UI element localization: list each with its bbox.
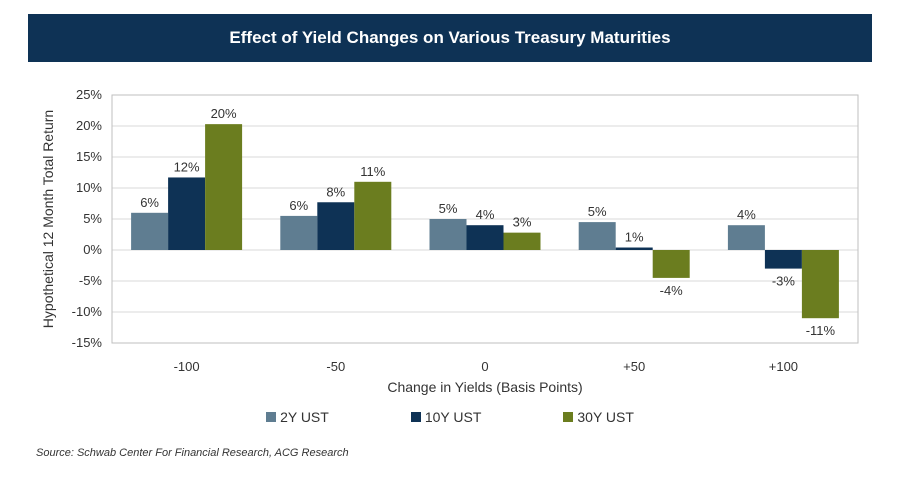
bar-30y-ust: [354, 181, 392, 250]
y-tick-label: 10%: [76, 180, 102, 195]
bar-30y-ust: [652, 250, 690, 278]
data-label: 6%: [289, 198, 308, 213]
x-tick-label: -100: [174, 359, 200, 374]
legend-swatch: [563, 412, 574, 422]
legend-swatch: [266, 412, 277, 422]
x-tick-label: -50: [326, 359, 345, 374]
bar-30y-ust: [801, 250, 839, 319]
y-tick-label: 25%: [76, 87, 102, 102]
legend-label: 10Y UST: [424, 409, 482, 425]
x-tick-label: +50: [623, 359, 645, 374]
data-label: -11%: [806, 323, 836, 338]
y-tick-label: 15%: [76, 149, 102, 164]
x-tick-label: +100: [769, 359, 798, 374]
y-tick-label: 5%: [83, 211, 102, 226]
legend-item: 2Y UST: [266, 409, 329, 425]
plot-area: [111, 94, 859, 344]
legend-item: 30Y UST: [563, 409, 634, 425]
bar-2y-ust: [578, 222, 616, 250]
data-label: 6%: [140, 195, 159, 210]
x-tick-label: 0: [481, 359, 488, 374]
data-label: 12%: [174, 159, 200, 174]
bar-2y-ust: [131, 212, 169, 250]
y-tick-label: -5%: [79, 273, 103, 288]
bar-10y-ust: [615, 247, 653, 250]
data-label: 1%: [625, 230, 644, 245]
x-axis-title: Change in Yields (Basis Points): [387, 379, 582, 395]
data-label: 4%: [476, 207, 495, 222]
legend-label: 30Y UST: [577, 409, 634, 425]
data-label: 11%: [360, 164, 385, 179]
bar-10y-ust: [168, 177, 206, 250]
bar-10y-ust: [764, 250, 802, 269]
legend-item: 10Y UST: [410, 409, 482, 425]
legend-swatch: [410, 412, 421, 422]
source-note: Source: Schwab Center For Financial Rese…: [36, 447, 349, 459]
y-axis-title: Hypothetical 12 Month Total Return: [40, 110, 56, 328]
bar-30y-ust: [503, 232, 541, 250]
legend-label: 2Y UST: [280, 409, 329, 425]
bar-chart: 25% 20% 15% 10% 5% 0% -5% -10% -15% 6% 6% 5% 5% 4% 12%…: [40, 87, 859, 395]
bar-30y-ust: [205, 124, 243, 250]
bar-10y-ust: [317, 202, 355, 250]
data-label: 5%: [588, 204, 607, 219]
bar-2y-ust: [429, 219, 467, 250]
bar-2y-ust: [280, 215, 318, 250]
chart-title: Effect of Yield Changes on Various Treas…: [229, 28, 671, 47]
chart-title-bar: Effect of Yield Changes on Various Treas…: [28, 14, 872, 62]
y-tick-label: -10%: [72, 304, 103, 319]
data-label: 3%: [513, 215, 532, 230]
y-tick-label: 20%: [76, 118, 102, 133]
data-label: 4%: [737, 207, 756, 222]
data-label: 8%: [326, 184, 345, 199]
y-tick-label: 0%: [83, 242, 102, 257]
data-label: -3%: [772, 274, 796, 289]
data-label: 20%: [211, 106, 237, 121]
data-label: -4%: [660, 283, 684, 298]
bar-2y-ust: [727, 225, 765, 250]
data-label: 5%: [439, 201, 458, 216]
bar-10y-ust: [466, 225, 504, 250]
legend: 2Y UST 10Y UST 30Y UST: [0, 409, 900, 425]
y-tick-label: -15%: [72, 335, 103, 350]
